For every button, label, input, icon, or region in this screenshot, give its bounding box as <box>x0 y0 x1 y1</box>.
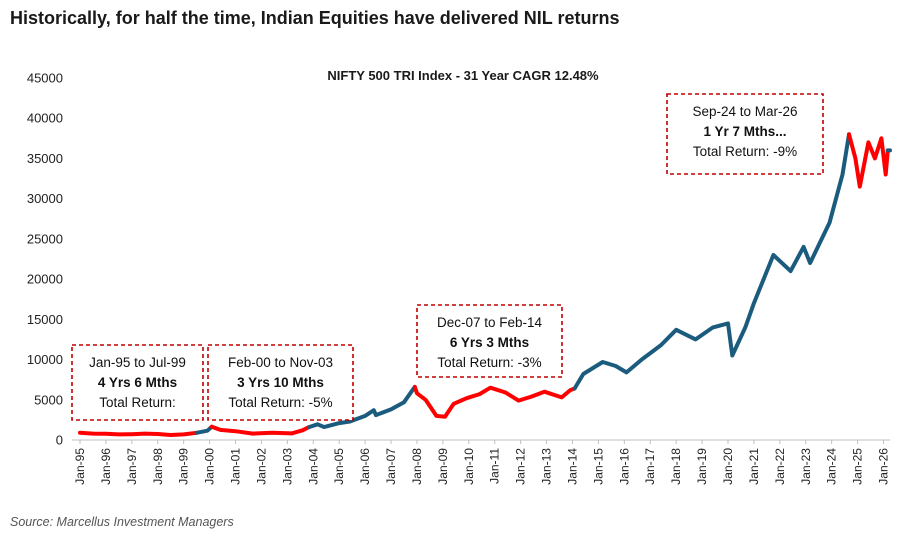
x-tick-label: Jan-04 <box>306 448 320 485</box>
y-axis: 0 5000 10000 15000 20000 25000 30000 35000 40000… <box>27 71 63 448</box>
annotation-text: 3 Yrs 10 Mths <box>237 375 324 390</box>
x-axis: Jan-95 Jan-96 Jan-97 Jan-98 Jan-99 Jan-00 Jan-… <box>73 440 891 485</box>
annotation-text: Total Return: -3% <box>437 355 541 370</box>
flat-return-segment <box>847 132 890 189</box>
annotation-text: 6 Yrs 3 Mths <box>450 335 529 350</box>
annotation-text: 1 Yr 7 Mths... <box>703 124 786 139</box>
x-tick-label: Jan-95 <box>73 448 87 485</box>
annotation-text: Total Return: -9% <box>693 144 797 159</box>
x-tick-label: Jan-13 <box>540 448 554 485</box>
x-tick-label: Jan-98 <box>151 448 165 485</box>
growth-segment <box>572 132 851 391</box>
annotation-text: Jan-95 to Jul-99 <box>89 355 186 370</box>
x-tick-label: Jan-16 <box>617 448 631 485</box>
flat-return-segment <box>209 424 311 436</box>
x-tick-label: Jan-05 <box>332 448 346 485</box>
x-tick-label: Jan-02 <box>254 448 268 485</box>
x-tick-label: Jan-00 <box>203 448 217 485</box>
chart-title: NIFTY 500 TRI Index - 31 Year CAGR 12.48… <box>327 68 599 83</box>
annotation-text: Total Return: <box>99 395 176 410</box>
x-tick-label: Jan-25 <box>851 448 865 485</box>
growth-segment <box>194 424 214 435</box>
y-tick-label: 40000 <box>27 111 63 126</box>
series-line <box>78 132 892 437</box>
x-tick-label: Jan-20 <box>721 448 735 485</box>
x-tick-label: Jan-18 <box>669 448 683 485</box>
x-tick-label: Jan-26 <box>877 448 891 485</box>
x-tick-label: Jan-24 <box>825 448 839 485</box>
chart-headline: Historically, for half the time, Indian … <box>10 8 620 28</box>
x-tick-label: Jan-09 <box>436 448 450 485</box>
y-tick-label: 20000 <box>27 272 63 287</box>
y-tick-label: 35000 <box>27 151 63 166</box>
x-tick-label: Jan-99 <box>177 448 191 485</box>
annotation-text: Dec-07 to Feb-14 <box>437 315 543 330</box>
x-tick-label: Jan-17 <box>643 448 657 485</box>
y-tick-label: 10000 <box>27 352 63 367</box>
annotation-text: Sep-24 to Mar-26 <box>692 104 797 119</box>
x-tick-label: Jan-10 <box>462 448 476 485</box>
y-tick-label: 15000 <box>27 312 63 327</box>
x-tick-label: Jan-15 <box>591 448 605 485</box>
x-tick-label: Jan-06 <box>358 448 372 485</box>
flat-return-segment <box>78 430 199 437</box>
x-tick-label: Jan-22 <box>773 448 787 485</box>
x-tick-label: Jan-12 <box>514 448 528 485</box>
source-note: Source: Marcellus Investment Managers <box>10 515 234 529</box>
annotation-box: Feb-00 to Nov-03 3 Yrs 10 Mths Total Retur… <box>207 344 354 421</box>
x-tick-label: Jan-21 <box>747 448 761 485</box>
annotation-box: Sep-24 to Mar-26 1 Yr 7 Mths... Total Retu… <box>666 93 824 175</box>
x-tick-label: Jan-08 <box>410 448 424 485</box>
x-tick-label: Jan-07 <box>384 448 398 485</box>
annotation-text: Feb-00 to Nov-03 <box>228 355 333 370</box>
x-tick-label: Jan-14 <box>565 448 579 485</box>
y-tick-label: 0 <box>56 433 63 448</box>
y-tick-label: 45000 <box>27 71 63 86</box>
annotation-text: Total Return: -5% <box>228 395 332 410</box>
x-tick-label: Jan-19 <box>695 448 709 485</box>
y-tick-label: 25000 <box>27 231 63 246</box>
y-tick-label: 30000 <box>27 191 63 206</box>
growth-segment <box>307 384 417 430</box>
x-tick-label: Jan-03 <box>280 448 294 485</box>
annotation-text: 4 Yrs 6 Mths <box>98 375 177 390</box>
annotation-box: Jan-95 to Jul-99 4 Yrs 6 Mths Total Return… <box>71 344 204 421</box>
x-tick-label: Jan-97 <box>125 448 139 485</box>
y-tick-label: 5000 <box>34 392 63 407</box>
x-tick-label: Jan-01 <box>229 448 243 485</box>
x-tick-label: Jan-11 <box>488 448 502 484</box>
flat-return-segment <box>412 384 577 419</box>
annotations: Jan-95 to Jul-99 4 Yrs 6 Mths Total Return… <box>71 93 824 421</box>
annotation-box: Dec-07 to Feb-14 6 Yrs 3 Mths Total Return… <box>416 304 563 378</box>
x-tick-label: Jan-23 <box>799 448 813 485</box>
x-tick-label: Jan-96 <box>99 448 113 485</box>
